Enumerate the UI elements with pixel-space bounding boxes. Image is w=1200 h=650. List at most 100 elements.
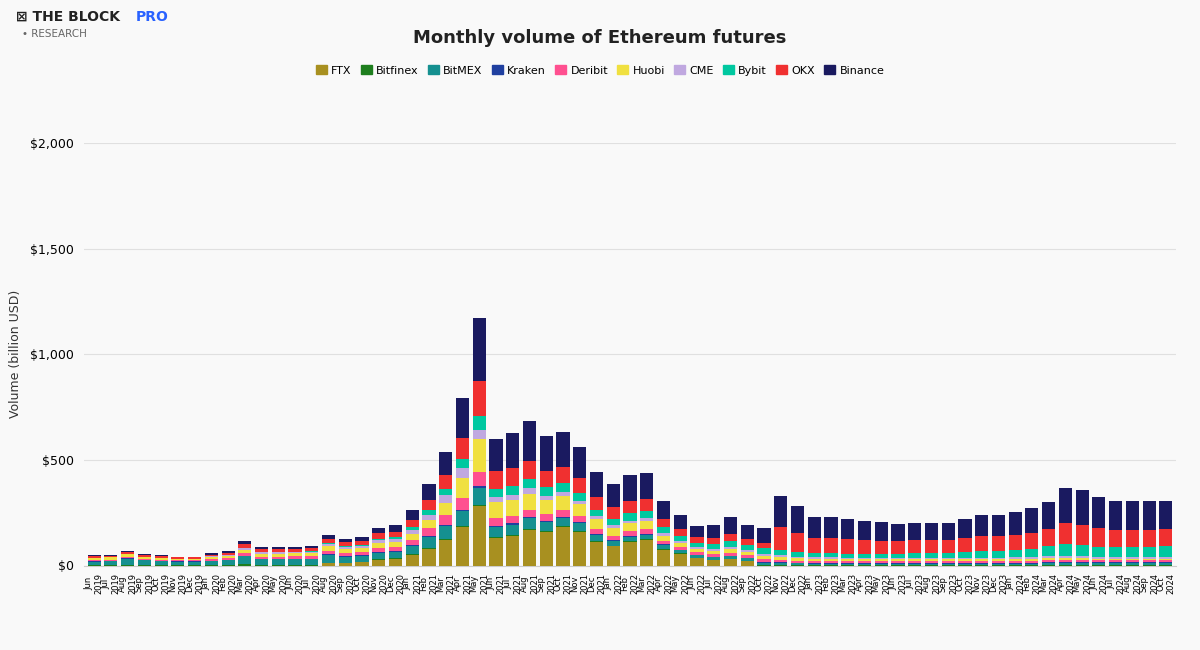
Bar: [1009, 561, 1021, 563]
Bar: [574, 530, 587, 532]
Bar: [1026, 561, 1038, 563]
Bar: [757, 554, 770, 556]
Bar: [205, 557, 218, 559]
Bar: [959, 561, 972, 563]
Bar: [808, 558, 821, 559]
Bar: [791, 556, 804, 558]
Bar: [942, 564, 955, 565]
Bar: [908, 523, 922, 540]
Bar: [1142, 563, 1156, 565]
Bar: [322, 551, 335, 554]
Bar: [422, 500, 436, 510]
Bar: [824, 517, 838, 538]
Bar: [322, 535, 335, 539]
Bar: [1109, 559, 1122, 560]
Bar: [607, 547, 619, 566]
Bar: [172, 556, 185, 558]
Bar: [540, 500, 553, 514]
Bar: [222, 551, 234, 552]
Bar: [557, 483, 570, 491]
Bar: [1159, 560, 1172, 562]
Bar: [540, 471, 553, 488]
Bar: [422, 528, 436, 536]
Bar: [389, 558, 402, 559]
Bar: [690, 555, 703, 558]
Bar: [490, 538, 503, 566]
Bar: [824, 559, 838, 561]
Bar: [925, 558, 938, 560]
Bar: [271, 549, 284, 552]
Bar: [959, 558, 972, 560]
Bar: [824, 561, 838, 563]
Bar: [138, 554, 151, 556]
Bar: [456, 526, 469, 528]
Bar: [1009, 559, 1021, 561]
Bar: [456, 511, 469, 526]
Bar: [172, 559, 185, 560]
Bar: [155, 560, 168, 561]
Bar: [439, 525, 452, 527]
Bar: [607, 507, 619, 519]
Bar: [690, 543, 703, 547]
Bar: [590, 519, 604, 529]
Bar: [908, 560, 922, 561]
Bar: [1142, 547, 1156, 557]
Bar: [624, 537, 636, 541]
Bar: [875, 558, 888, 560]
Bar: [908, 558, 922, 560]
Bar: [1058, 562, 1072, 563]
Bar: [858, 560, 871, 561]
Bar: [338, 549, 352, 553]
Bar: [88, 555, 101, 556]
Bar: [976, 515, 989, 536]
Bar: [1042, 563, 1055, 565]
Bar: [271, 557, 284, 558]
Bar: [439, 540, 452, 566]
Bar: [791, 534, 804, 552]
Bar: [1159, 557, 1172, 559]
Bar: [155, 556, 168, 558]
Bar: [925, 523, 938, 540]
Bar: [976, 564, 989, 565]
Bar: [673, 541, 686, 543]
Bar: [523, 528, 536, 530]
Bar: [138, 559, 151, 560]
Bar: [824, 538, 838, 553]
Bar: [271, 552, 284, 554]
Bar: [1042, 558, 1055, 560]
Bar: [389, 552, 402, 558]
Bar: [656, 545, 670, 549]
Bar: [774, 527, 787, 550]
Bar: [607, 528, 619, 536]
Bar: [908, 564, 922, 565]
Bar: [959, 538, 972, 552]
Bar: [976, 560, 989, 561]
Bar: [121, 554, 134, 557]
Bar: [422, 547, 436, 549]
Bar: [824, 553, 838, 558]
Bar: [740, 545, 754, 550]
Bar: [490, 497, 503, 502]
Bar: [205, 559, 218, 561]
Bar: [372, 560, 385, 566]
Bar: [1109, 563, 1122, 565]
Bar: [707, 560, 720, 566]
Bar: [188, 559, 202, 560]
Bar: [372, 543, 385, 548]
Bar: [757, 528, 770, 543]
Bar: [641, 511, 653, 519]
Bar: [540, 532, 553, 566]
Bar: [490, 526, 503, 527]
Bar: [322, 543, 335, 544]
Bar: [590, 497, 604, 510]
Bar: [908, 561, 922, 563]
Bar: [624, 536, 636, 537]
Bar: [557, 528, 570, 566]
Bar: [523, 519, 536, 528]
Bar: [757, 543, 770, 549]
Bar: [372, 528, 385, 534]
Bar: [624, 541, 636, 542]
Bar: [656, 550, 670, 566]
Bar: [355, 546, 368, 548]
Bar: [1092, 547, 1105, 557]
